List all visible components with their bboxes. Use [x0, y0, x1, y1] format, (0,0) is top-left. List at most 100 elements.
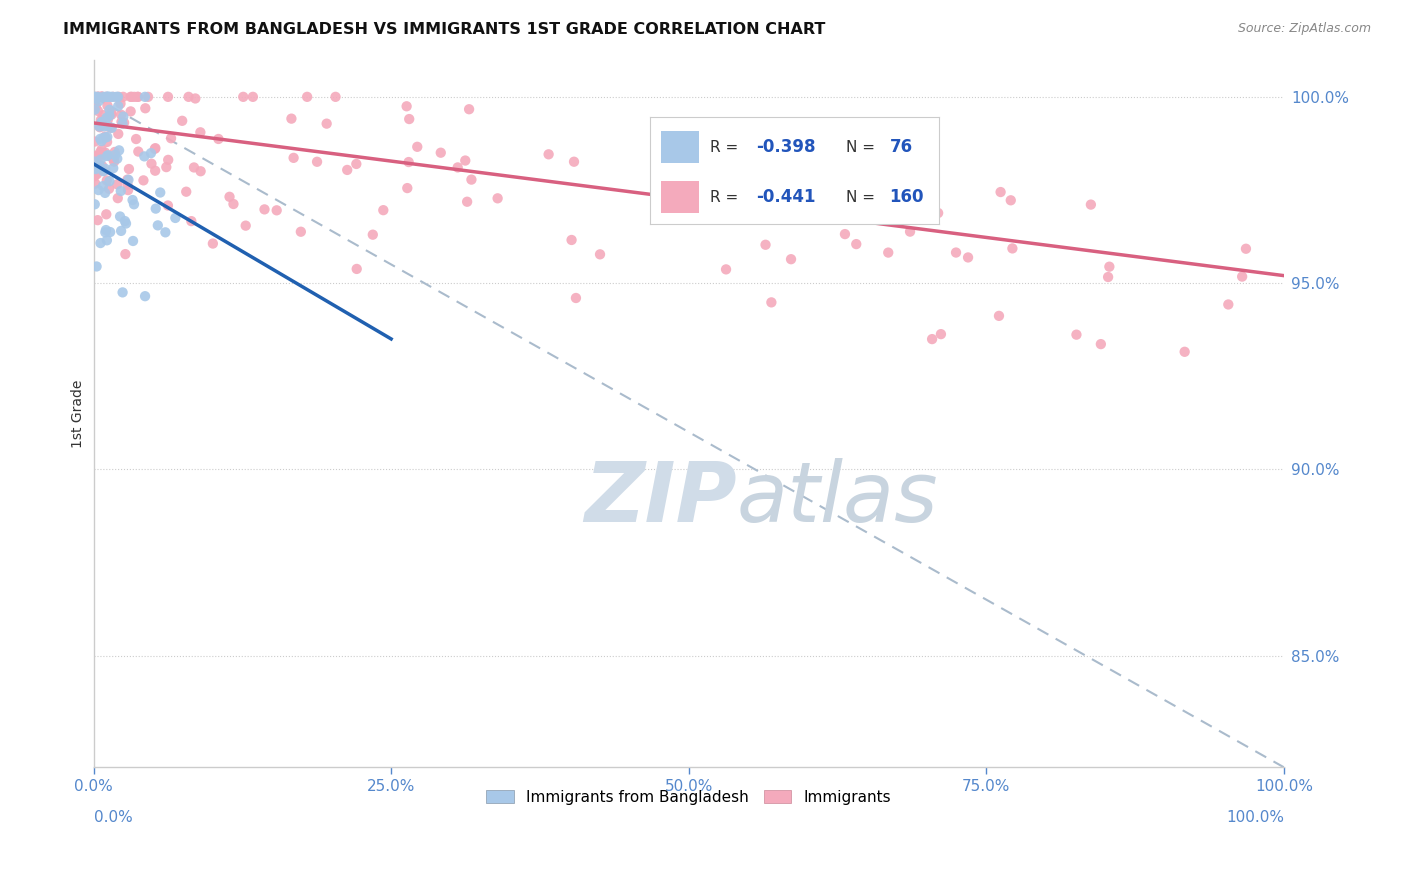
Point: [122, 234, 145, 248]
Point: [125, 132, 148, 146]
Point: [84, 157, 107, 171]
Point: [325, 90, 347, 104]
Point: [122, 197, 145, 211]
Point: [218, 190, 240, 204]
Point: [754, 237, 776, 252]
Point: [295, 90, 318, 104]
Point: [800, 158, 823, 172]
Point: [87, 94, 110, 108]
Point: [118, 161, 141, 176]
Point: [90, 134, 112, 148]
Point: [1097, 270, 1119, 285]
Point: [180, 214, 202, 228]
Point: [121, 193, 143, 207]
Point: [98, 174, 121, 188]
Point: [134, 90, 156, 104]
Point: [98, 225, 121, 239]
Point: [90, 112, 112, 127]
Point: [84, 154, 107, 169]
Point: [280, 112, 302, 126]
Point: [100, 90, 122, 104]
Point: [111, 285, 134, 300]
Point: [96, 90, 118, 104]
Point: [91, 90, 114, 104]
Point: [90, 153, 112, 167]
Point: [87, 103, 110, 118]
Point: [429, 145, 451, 160]
Point: [101, 90, 124, 104]
Point: [117, 173, 139, 187]
Point: [201, 236, 224, 251]
Point: [90, 116, 112, 130]
Point: [146, 219, 169, 233]
Point: [184, 91, 207, 105]
Point: [139, 146, 162, 161]
Point: [115, 217, 138, 231]
Point: [93, 120, 115, 134]
Point: [84, 162, 107, 177]
Point: [97, 148, 120, 162]
Point: [96, 207, 118, 221]
Point: [83, 103, 105, 117]
Point: [107, 191, 129, 205]
Point: [877, 245, 900, 260]
Point: [103, 152, 125, 166]
Point: [91, 179, 114, 194]
Text: IMMIGRANTS FROM BANGLADESH VS IMMIGRANTS 1ST GRADE CORRELATION CHART: IMMIGRANTS FROM BANGLADESH VS IMMIGRANTS…: [63, 22, 825, 37]
Point: [110, 114, 132, 128]
Point: [486, 191, 509, 205]
Point: [89, 235, 111, 250]
Point: [145, 141, 167, 155]
Point: [134, 289, 156, 303]
Point: [110, 184, 132, 198]
Point: [86, 167, 108, 181]
Point: [87, 90, 110, 104]
Point: [957, 251, 980, 265]
Point: [898, 225, 921, 239]
Point: [921, 332, 943, 346]
Point: [93, 131, 115, 145]
Point: [84, 149, 107, 163]
Point: [1230, 269, 1253, 284]
Point: [124, 90, 146, 104]
Point: [561, 233, 583, 247]
Text: -0.398: -0.398: [756, 138, 815, 156]
Point: [373, 203, 395, 218]
Point: [141, 157, 163, 171]
Point: [83, 169, 105, 183]
Point: [172, 113, 194, 128]
Point: [120, 104, 142, 119]
Point: [149, 186, 172, 200]
Point: [87, 90, 110, 104]
Point: [1090, 337, 1112, 351]
Point: [396, 181, 419, 195]
Point: [83, 197, 105, 211]
Point: [346, 261, 368, 276]
Text: R =: R =: [710, 140, 744, 154]
Point: [1098, 260, 1121, 274]
Point: [96, 90, 118, 104]
Point: [160, 131, 183, 145]
Point: [94, 225, 117, 239]
Text: N =: N =: [846, 190, 880, 204]
Point: [145, 202, 167, 216]
Point: [110, 108, 132, 122]
Point: [87, 183, 110, 197]
Point: [86, 260, 108, 274]
Point: [100, 105, 122, 120]
Point: [84, 161, 107, 176]
Point: [105, 178, 128, 192]
Point: [89, 132, 111, 146]
Point: [165, 211, 187, 225]
Point: [96, 98, 118, 112]
Point: [117, 172, 139, 186]
Point: [1000, 194, 1022, 208]
Point: [83, 92, 105, 106]
Point: [177, 90, 200, 104]
Point: [336, 163, 359, 178]
Point: [460, 172, 482, 186]
Point: [134, 149, 156, 163]
Point: [90, 148, 112, 162]
Point: [1174, 344, 1197, 359]
Point: [83, 90, 105, 104]
